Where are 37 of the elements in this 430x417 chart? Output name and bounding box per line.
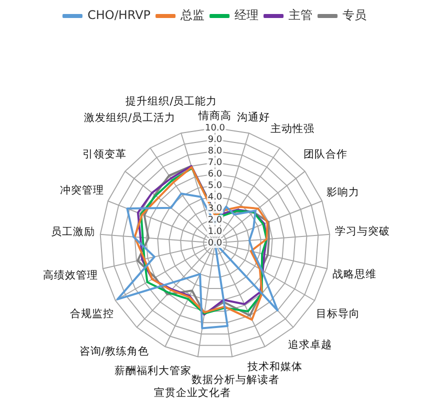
spoke-label: 沟通好 <box>237 110 270 124</box>
y-tick-label: 1.0 <box>208 226 222 237</box>
spoke-label: 技术和媒体 <box>246 360 302 373</box>
spoke-label: 影响力 <box>326 185 360 198</box>
spoke-label: 薪酬福利大管家 <box>114 364 192 378</box>
spoke-label: 战略思维 <box>332 268 376 281</box>
spoke-label: 情商高 <box>198 109 232 122</box>
spoke-label: 引领变革 <box>82 148 127 161</box>
legend-label: 主管 <box>288 8 313 22</box>
y-tick-label: 8.0 <box>208 146 222 156</box>
spoke-label: 团队合作 <box>303 148 348 161</box>
spoke-label: 学习与突破 <box>334 224 390 238</box>
y-tick-label: 9.0 <box>208 134 222 145</box>
spoke-label: 激发组织/员工活力 <box>84 110 176 124</box>
legend-label: 经理 <box>234 8 259 22</box>
y-tick-label: 5.0 <box>208 180 222 191</box>
spoke-label: 冲突管理 <box>60 184 104 197</box>
spoke-label: 目标导向 <box>316 308 360 320</box>
spoke-label: 主动性强 <box>270 122 315 135</box>
spoke-label: 合规监控 <box>70 306 114 320</box>
y-tick-label: 3.0 <box>208 204 222 214</box>
y-tick-label: 0.0 <box>208 238 222 248</box>
y-tick-label: 2.0 <box>208 215 222 226</box>
spoke-label: 提升组织/员工能力 <box>126 94 218 108</box>
y-tick-label: 6.0 <box>208 169 222 180</box>
y-tick-label: 4.0 <box>208 192 222 202</box>
spoke-label: 宣贯企业文化者 <box>154 386 231 400</box>
spoke-label: 员工激励 <box>50 226 95 238</box>
spoke-label: 追求卓越 <box>288 338 332 352</box>
legend-label: 总监 <box>180 8 205 22</box>
spoke-label: 数据分析与解读者 <box>192 373 280 386</box>
legend-label: CHO/HRVP <box>87 8 151 22</box>
y-tick-label: 7.0 <box>208 158 222 168</box>
spoke-label: 高绩效管理 <box>42 268 98 282</box>
legend-label: 专员 <box>342 8 367 22</box>
y-tick-label: 10.0 <box>204 123 226 134</box>
spoke-label: 咨询/教练角色 <box>79 346 149 358</box>
